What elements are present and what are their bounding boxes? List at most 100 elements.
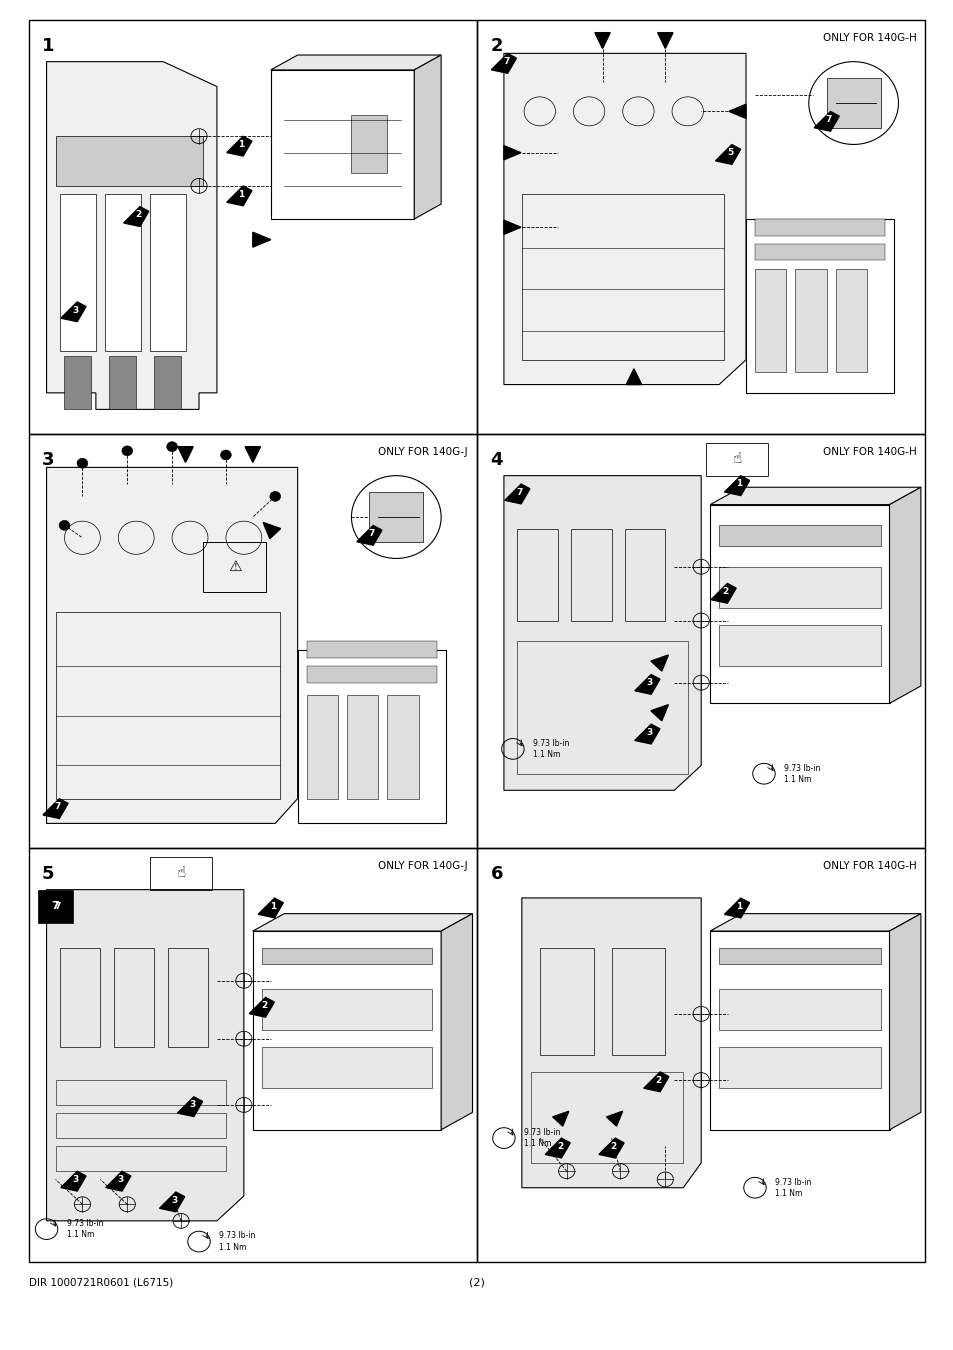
Polygon shape (710, 583, 736, 603)
Polygon shape (650, 655, 668, 671)
Bar (754, 219, 884, 235)
Text: 3: 3 (646, 678, 652, 687)
Bar (719, 990, 880, 1030)
Text: 3: 3 (646, 728, 652, 737)
Text: 3: 3 (117, 1174, 124, 1184)
Bar (306, 666, 436, 683)
Text: 9.73 lb-in
1.1 Nm: 9.73 lb-in 1.1 Nm (533, 738, 569, 759)
Text: ONLY FOR 140G-H: ONLY FOR 140G-H (821, 32, 916, 43)
Text: 5: 5 (726, 148, 733, 157)
Text: DIR 1000721R0601 (L6715): DIR 1000721R0601 (L6715) (29, 1278, 172, 1288)
Polygon shape (47, 467, 297, 824)
Text: 3: 3 (72, 305, 79, 315)
Bar (705, 443, 767, 475)
Polygon shape (227, 186, 252, 205)
Bar (150, 194, 185, 351)
Bar (754, 269, 785, 373)
Polygon shape (440, 914, 472, 1130)
Polygon shape (491, 54, 516, 73)
Text: ONLY FOR 140G-J: ONLY FOR 140G-J (378, 447, 468, 456)
Bar (347, 695, 378, 799)
Bar (150, 856, 213, 890)
Bar (719, 625, 880, 666)
Text: 3: 3 (72, 1174, 79, 1184)
Bar (203, 541, 266, 591)
Circle shape (270, 491, 280, 501)
Polygon shape (414, 55, 440, 219)
Circle shape (220, 450, 231, 460)
Bar (110, 355, 136, 409)
Text: 5: 5 (42, 865, 54, 883)
Text: 6: 6 (490, 865, 502, 883)
Polygon shape (521, 898, 700, 1188)
Polygon shape (47, 62, 216, 409)
Polygon shape (709, 505, 888, 703)
Bar (55, 1080, 226, 1104)
Polygon shape (177, 447, 193, 463)
Circle shape (77, 458, 88, 468)
Bar (351, 116, 387, 173)
Text: 1: 1 (238, 189, 245, 198)
Text: 2: 2 (557, 1142, 562, 1150)
Text: 7: 7 (516, 487, 522, 497)
Polygon shape (552, 1111, 568, 1126)
Polygon shape (503, 146, 520, 159)
Circle shape (351, 475, 440, 559)
Polygon shape (177, 1096, 202, 1116)
Polygon shape (643, 1072, 668, 1092)
Bar (261, 948, 432, 964)
Circle shape (808, 62, 898, 144)
Polygon shape (888, 487, 920, 703)
Polygon shape (504, 485, 529, 504)
Text: 7: 7 (54, 802, 61, 811)
Text: ☝: ☝ (176, 865, 186, 880)
Polygon shape (249, 998, 274, 1017)
Polygon shape (503, 220, 520, 235)
Bar (65, 355, 91, 409)
Polygon shape (43, 799, 68, 818)
Polygon shape (544, 1138, 570, 1158)
Polygon shape (271, 55, 440, 70)
Polygon shape (43, 898, 68, 918)
Text: 9.73 lb-in
1.1 Nm: 9.73 lb-in 1.1 Nm (219, 1231, 255, 1251)
Polygon shape (159, 1192, 185, 1212)
Text: 1: 1 (736, 479, 741, 489)
Bar (530, 1072, 682, 1162)
Bar (826, 78, 880, 128)
Text: 7: 7 (51, 902, 59, 911)
Text: 2: 2 (260, 1002, 267, 1010)
Bar (539, 948, 593, 1056)
Text: ☝: ☝ (732, 451, 740, 466)
Bar (60, 194, 95, 351)
Bar (55, 1114, 226, 1138)
Bar (60, 948, 100, 1048)
Bar (571, 529, 611, 621)
Bar (154, 355, 181, 409)
Bar (306, 641, 436, 657)
Text: 9.73 lb-in
1.1 Nm: 9.73 lb-in 1.1 Nm (775, 1177, 811, 1197)
Text: 4: 4 (490, 451, 502, 468)
Circle shape (122, 446, 132, 456)
Bar (113, 948, 154, 1048)
Polygon shape (598, 1138, 623, 1158)
Bar (387, 695, 418, 799)
Bar (521, 194, 722, 359)
Polygon shape (227, 136, 252, 157)
Circle shape (59, 520, 70, 531)
Circle shape (167, 441, 177, 452)
Bar (719, 525, 880, 545)
Text: 7: 7 (825, 115, 831, 124)
Bar (624, 529, 664, 621)
Text: 7: 7 (368, 529, 375, 539)
Text: 9.73 lb-in
1.1 Nm: 9.73 lb-in 1.1 Nm (523, 1129, 559, 1148)
Text: ⚠: ⚠ (228, 559, 241, 574)
Text: 9.73 lb-in
1.1 Nm: 9.73 lb-in 1.1 Nm (783, 764, 820, 784)
Bar (611, 948, 664, 1056)
Text: 7: 7 (54, 902, 61, 911)
Bar (37, 890, 73, 923)
Polygon shape (723, 475, 749, 495)
Bar (105, 194, 141, 351)
Polygon shape (606, 1111, 622, 1126)
Polygon shape (253, 232, 271, 247)
Polygon shape (888, 914, 920, 1130)
